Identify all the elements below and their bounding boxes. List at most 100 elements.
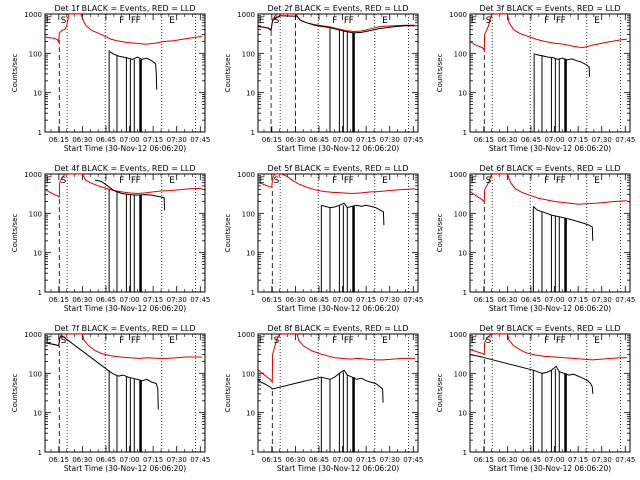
x-tick-label: 06:45 — [521, 456, 541, 464]
x-tick-label: 06:30 — [72, 296, 92, 304]
y-tick-label: 10 — [33, 410, 42, 418]
x-tick-label: 06:15 — [262, 296, 282, 304]
y-tick-label: 1000 — [449, 11, 467, 19]
lld-series-line — [258, 334, 415, 384]
x-tick-label: 07:45 — [403, 136, 423, 144]
interval-marker: F — [349, 16, 354, 26]
panel-7: 1 10 100 1000 06:15 06:30 06:45 07:00 07:15 07:30… — [11, 324, 210, 473]
y-tick-label: 100 — [454, 50, 467, 58]
x-tick-label: 07:45 — [615, 136, 635, 144]
events-series-line — [94, 179, 166, 211]
x-tick-label: 06:30 — [285, 296, 305, 304]
x-axis-label: Start Time (30-Nov-12 06:06:20) — [277, 304, 399, 313]
x-tick-label: 07:45 — [403, 456, 423, 464]
x-axis-label: Start Time (30-Nov-12 06:06:20) — [64, 144, 186, 153]
y-tick-label: 10 — [246, 410, 255, 418]
interval-marker: F — [349, 176, 354, 186]
interval-marker: E — [471, 16, 477, 26]
x-tick-label: 07:45 — [190, 456, 210, 464]
x-tick-label: 07:45 — [403, 296, 423, 304]
x-tick-label: 06:30 — [72, 136, 92, 144]
x-tick-label: 07:00 — [332, 136, 352, 144]
y-tick-label: 10 — [33, 250, 42, 258]
interval-marker: F — [561, 16, 566, 26]
interval-marker: E — [594, 16, 600, 26]
x-tick-label: 07:30 — [380, 136, 400, 144]
lld-series-line — [470, 334, 627, 361]
x-tick-label: 07:30 — [380, 296, 400, 304]
plot-frame — [257, 333, 419, 453]
interval-marker: F — [332, 16, 337, 26]
y-tick-label: 100 — [29, 210, 42, 218]
panel-title: Det 2f BLACK = Events, RED = LLD — [267, 4, 408, 13]
plot-frame — [469, 173, 631, 293]
interval-marker: E — [259, 176, 265, 186]
y-tick-label: 1000 — [237, 11, 255, 19]
interval-marker: F — [332, 176, 337, 186]
interval-marker: F — [119, 16, 124, 26]
interval-marker: F — [349, 336, 354, 346]
interval-marker: E — [259, 336, 265, 346]
y-axis-label: Counts/sec — [224, 374, 232, 413]
interval-marker: S — [61, 336, 67, 346]
panel-title: Det 5f BLACK = Events, RED = LLD — [267, 164, 408, 173]
y-axis-label: Counts/sec — [11, 374, 19, 413]
x-tick-label: 07:15 — [356, 456, 376, 464]
x-axis-label: Start Time (30-Nov-12 06:06:20) — [64, 304, 186, 313]
x-tick-label: 07:00 — [119, 296, 139, 304]
plot-frame — [257, 13, 419, 133]
plot-frame — [44, 13, 206, 133]
x-tick-label: 07:45 — [615, 456, 635, 464]
panel-title: Det 7f BLACK = Events, RED = LLD — [54, 324, 195, 333]
interval-marker: F — [119, 336, 124, 346]
x-tick-label: 07:00 — [332, 456, 352, 464]
interval-marker: F — [136, 336, 141, 346]
interval-marker: F — [561, 336, 566, 346]
interval-marker: F — [544, 16, 549, 26]
y-tick-label: 1000 — [449, 331, 467, 339]
x-tick-label: 06:15 — [474, 296, 494, 304]
interval-marker: F — [344, 16, 349, 26]
panel-8: 1 10 100 1000 06:15 06:30 06:45 07:00 07:15 07:30… — [224, 324, 423, 473]
events-series-line — [45, 335, 159, 410]
x-axis-label: Start Time (30-Nov-12 06:06:20) — [489, 144, 611, 153]
plot-frame — [44, 333, 206, 453]
y-tick-label: 1 — [251, 129, 255, 137]
x-axis-label: Start Time (30-Nov-12 06:06:20) — [64, 464, 186, 473]
panel-5: 1 10 100 1000 06:15 06:30 06:45 07:00 07:15 07:30… — [224, 164, 423, 313]
interval-marker: E — [471, 336, 477, 346]
y-tick-label: 1 — [251, 289, 255, 297]
x-tick-label: 06:45 — [521, 296, 541, 304]
interval-marker: E — [46, 16, 52, 26]
y-tick-label: 10 — [246, 250, 255, 258]
x-axis-label: Start Time (30-Nov-12 06:06:20) — [489, 464, 611, 473]
y-tick-label: 10 — [33, 90, 42, 98]
y-tick-label: 1000 — [237, 331, 255, 339]
panel-title: Det 3f BLACK = Events, RED = LLD — [479, 4, 620, 13]
plot-frame — [469, 333, 631, 453]
x-axis-label: Start Time (30-Nov-12 06:06:20) — [277, 464, 399, 473]
interval-marker: S — [61, 16, 67, 26]
events-series-line — [258, 369, 384, 403]
interval-marker: F — [136, 16, 141, 26]
interval-marker: F — [332, 336, 337, 346]
y-tick-label: 1000 — [24, 171, 42, 179]
y-tick-label: 1000 — [449, 171, 467, 179]
interval-marker: S — [486, 336, 492, 346]
x-tick-label: 06:45 — [309, 136, 329, 144]
y-tick-label: 1000 — [24, 11, 42, 19]
x-tick-label: 07:00 — [332, 296, 352, 304]
y-tick-label: 100 — [242, 210, 255, 218]
interval-marker: E — [169, 176, 175, 186]
x-tick-label: 06:15 — [474, 136, 494, 144]
plot-frame — [257, 173, 419, 293]
panel-9: 1 10 100 1000 06:15 06:30 06:45 07:00 07:15 07:30… — [436, 324, 635, 473]
interval-marker: E — [382, 176, 388, 186]
lld-series-line — [470, 14, 627, 52]
interval-marker: E — [594, 176, 600, 186]
x-tick-label: 07:15 — [143, 456, 163, 464]
interval-marker: S — [486, 16, 492, 26]
x-tick-label: 06:30 — [497, 136, 517, 144]
y-tick-label: 10 — [458, 90, 467, 98]
